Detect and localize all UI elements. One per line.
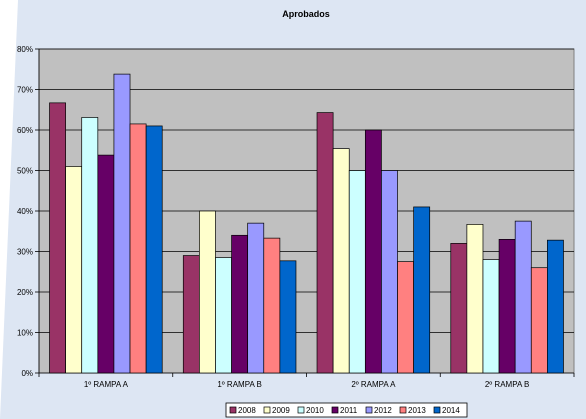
bar-2009-3 (466, 224, 484, 374)
bar-2010-1 (215, 257, 232, 374)
bar-2010-2 (348, 170, 366, 374)
y-tick-label: 20% (17, 288, 33, 297)
bar-2012-3 (514, 220, 532, 374)
y-tick-label: 60% (17, 126, 33, 135)
bar-2009-0 (65, 166, 83, 374)
legend-swatch-2010 (297, 406, 305, 414)
legend-label-2010: 2010 (306, 406, 324, 415)
legend-swatch-2013 (399, 406, 407, 414)
bar-2008-1 (182, 255, 200, 374)
y-tick-label: 0% (21, 369, 33, 378)
y-tick-label: 10% (17, 329, 33, 338)
bar-2014-1 (279, 260, 297, 374)
legend-swatch-2011 (331, 406, 339, 414)
bar-2014-2 (413, 206, 431, 374)
legend-swatch-2014 (433, 406, 441, 414)
bar-2013-1 (263, 237, 281, 374)
bar-2011-3 (498, 239, 516, 374)
x-tick-label: 2º RAMPA A (351, 380, 396, 389)
bar-2010-3 (482, 259, 500, 374)
legend-label-2014: 2014 (442, 406, 460, 415)
bars-group (49, 73, 564, 374)
bar-2013-0 (129, 123, 147, 374)
bar-2011-0 (97, 154, 115, 374)
bar-2009-1 (199, 210, 216, 374)
bar-2008-3 (450, 243, 468, 374)
bar-2012-0 (113, 73, 131, 374)
x-axis: 1º RAMPA A 1º RAMPA B 2º RAMPA A 2º RAMPA B (38, 372, 575, 389)
bar-2010-0 (81, 117, 99, 374)
x-tick-label: 1º RAMPA B (217, 380, 262, 389)
y-tick-label: 30% (17, 248, 33, 257)
bar-2013-3 (530, 267, 548, 374)
legend-label-2013: 2013 (408, 406, 426, 415)
legend: 2008 2009 2010 2011 2012 2013 2014 (225, 402, 468, 418)
y-axis: 0% 10% 20% 30% 40% 50% 60% 70% 80% (17, 45, 40, 378)
y-tick-label: 50% (17, 167, 33, 176)
chart-title: Aprobados (282, 9, 330, 19)
legend-box (225, 402, 468, 418)
bar-2012-2 (381, 170, 398, 374)
legend-label-2012: 2012 (374, 406, 392, 415)
bar-2013-2 (397, 261, 414, 374)
bar-2008-0 (49, 102, 66, 374)
legend-label-2009: 2009 (272, 406, 290, 415)
legend-swatch-2008 (229, 406, 237, 414)
bar-2012-1 (247, 222, 265, 374)
bar-2008-2 (316, 112, 334, 374)
bar-2009-2 (332, 148, 350, 374)
legend-label-2011: 2011 (340, 406, 358, 415)
legend-swatch-2009 (263, 406, 271, 414)
bar-2011-1 (231, 234, 249, 374)
x-tick-label: 1º RAMPA A (84, 380, 129, 389)
x-tick-label: 2º RAMPA B (485, 380, 530, 389)
y-tick-label: 80% (17, 45, 33, 54)
y-tick-label: 70% (17, 86, 33, 95)
bar-2014-3 (547, 239, 564, 374)
bar-2014-0 (145, 125, 163, 374)
y-tick-label: 40% (17, 207, 33, 216)
bar-2011-2 (364, 129, 382, 374)
legend-swatch-2012 (365, 406, 373, 414)
legend-label-2008: 2008 (238, 406, 256, 415)
